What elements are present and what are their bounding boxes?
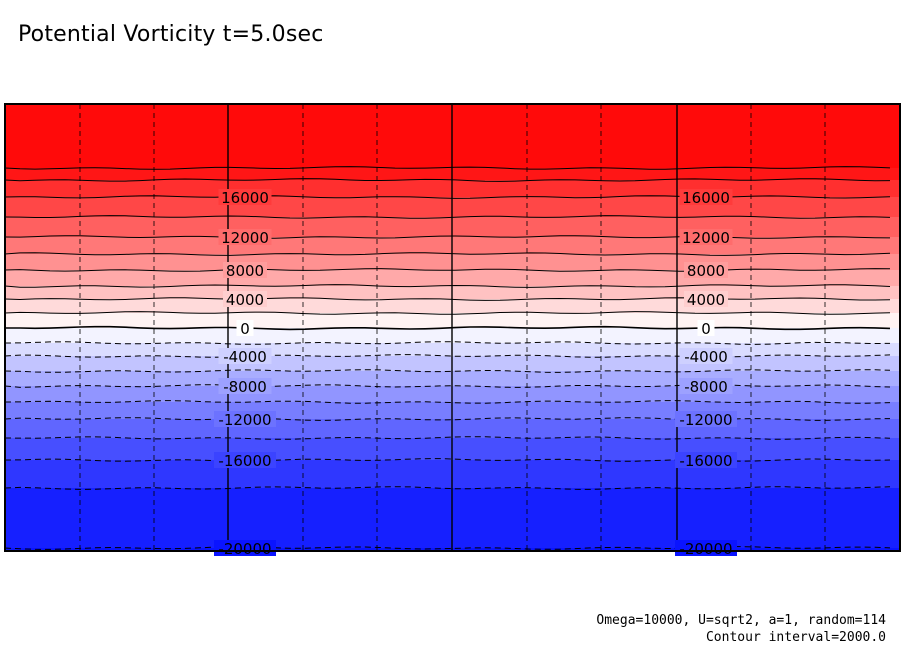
contour-label-bg	[218, 348, 272, 364]
contour-label-bg	[214, 452, 276, 468]
contour-line	[4, 341, 891, 345]
contour-label-bg	[675, 411, 737, 427]
contour-line	[4, 546, 891, 550]
contour-label-bg	[218, 189, 272, 205]
plot-grid	[79, 104, 826, 551]
contour-line	[4, 297, 891, 301]
contour-label-bg	[697, 320, 715, 336]
contour-line	[4, 436, 891, 440]
contour-label-bg	[223, 262, 267, 278]
contour-line	[5, 325, 891, 331]
contour-label: -12000	[679, 411, 732, 429]
contour-line	[4, 417, 891, 421]
plot-frame	[4, 103, 901, 552]
contour-label: -16000	[679, 452, 732, 470]
contour-label: -20000	[679, 540, 732, 558]
chart-title: Potential Vorticity t=5.0sec	[18, 22, 324, 47]
contour-label: 12000	[221, 229, 269, 247]
contour-label: -8000	[684, 378, 728, 396]
contour-label-bg	[214, 411, 276, 427]
contour-label: 0	[240, 320, 250, 338]
contour-label-bg	[218, 378, 272, 394]
contour-label: -4000	[223, 348, 267, 366]
contour-line	[4, 235, 891, 239]
contour-label: -20000	[218, 540, 271, 558]
contour-label-bg	[236, 320, 254, 336]
contour-line	[4, 195, 891, 199]
contour-label: 8000	[687, 262, 725, 280]
contour-label: 12000	[682, 229, 730, 247]
contour-label-bg	[679, 348, 733, 364]
contour-label: -8000	[223, 378, 267, 396]
contour-line	[4, 252, 891, 256]
contour-label-bg	[684, 262, 728, 278]
contour-line	[4, 166, 891, 170]
contour-line	[4, 354, 891, 358]
parameter-note: Omega=10000, U=sqrt2, a=1, random=114	[596, 613, 886, 628]
contour-label-bg	[679, 378, 733, 394]
contour-label: 4000	[687, 291, 725, 309]
contour-label-bg	[223, 291, 267, 307]
contour-label: -4000	[684, 348, 728, 366]
contour-interval-note: Contour interval=2000.0	[705, 630, 886, 645]
contour-line	[4, 268, 891, 272]
contour-label: 16000	[682, 189, 730, 207]
contour-label: 4000	[226, 291, 264, 309]
contour-line	[4, 486, 891, 490]
contour-label: 8000	[226, 262, 264, 280]
contour-line	[4, 400, 891, 404]
contour-lines	[4, 166, 891, 550]
contour-line	[4, 178, 891, 182]
contour-label: -12000	[218, 411, 271, 429]
contour-label-bg	[684, 291, 728, 307]
contour-line	[4, 458, 891, 462]
contour-label-bg	[679, 189, 733, 205]
contour-label: -16000	[218, 452, 271, 470]
contour-label-bg	[679, 229, 733, 245]
contour-label: 0	[701, 320, 711, 338]
contour-line	[4, 215, 891, 219]
contour-line	[4, 384, 891, 388]
contour-label-bg	[675, 452, 737, 468]
contour-line	[4, 284, 891, 288]
contour-line	[4, 369, 891, 373]
contour-label-bg	[218, 229, 272, 245]
contour-line	[4, 311, 891, 315]
contour-label: 16000	[221, 189, 269, 207]
